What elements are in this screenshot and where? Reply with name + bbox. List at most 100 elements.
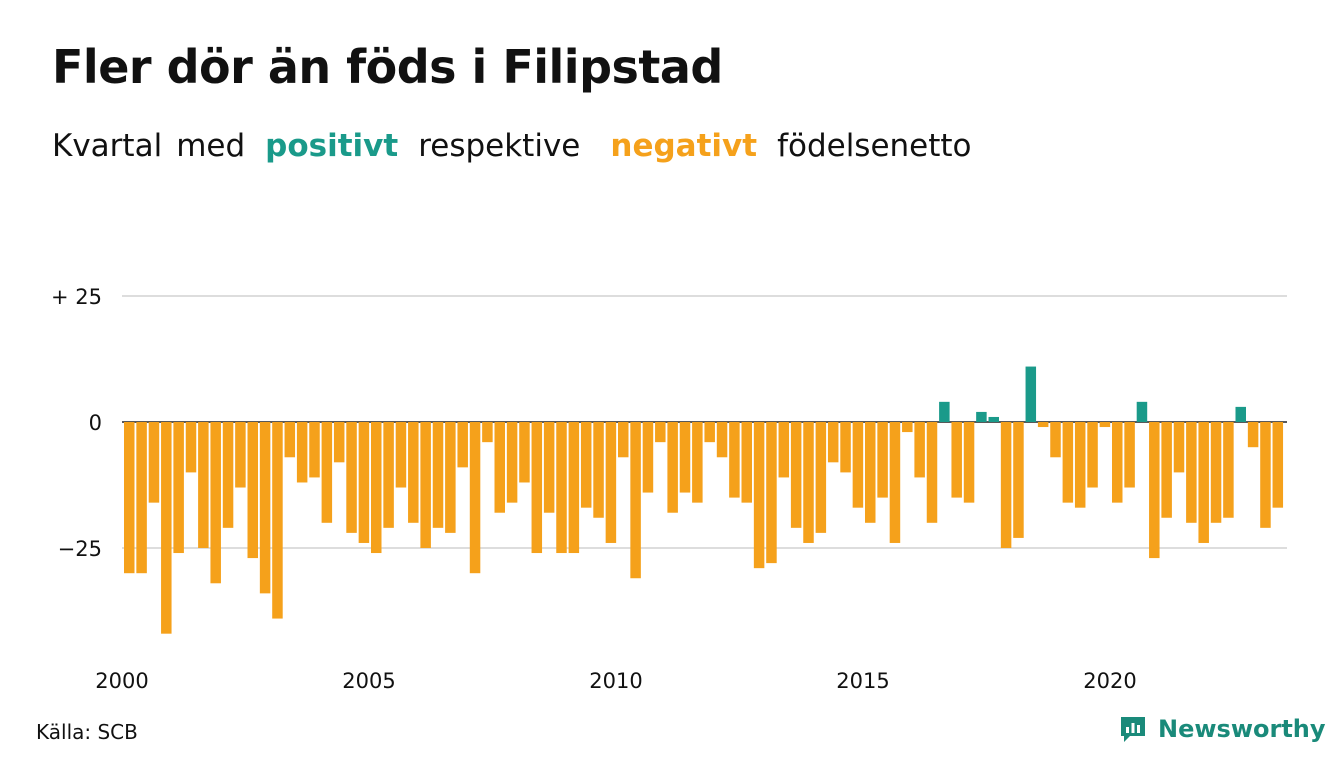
x-tick-label: 2005 xyxy=(342,669,395,693)
bar xyxy=(161,422,172,634)
bar xyxy=(259,422,271,594)
bar xyxy=(655,422,666,443)
bar xyxy=(1062,422,1074,503)
bar xyxy=(432,422,444,528)
bar xyxy=(618,422,629,458)
x-tick-label: 2010 xyxy=(589,669,642,693)
y-tick-label: 0 xyxy=(89,411,102,435)
bar xyxy=(543,422,555,513)
bar xyxy=(222,422,234,528)
bar xyxy=(1272,422,1284,508)
bar xyxy=(852,422,864,508)
source-note: Källa: SCB xyxy=(36,720,138,744)
bar xyxy=(482,422,493,443)
bar xyxy=(235,422,246,488)
bar xyxy=(667,422,678,513)
x-tick-label: 2020 xyxy=(1083,669,1136,693)
bar xyxy=(729,422,740,498)
bar xyxy=(1112,422,1123,503)
bar xyxy=(124,422,135,574)
bar xyxy=(148,422,160,503)
bar xyxy=(371,422,382,554)
bar xyxy=(1149,422,1160,559)
bar xyxy=(1186,422,1197,523)
subtitle-positive-label: positivt xyxy=(265,128,399,164)
subtitle-word-kvartal: Kvartal xyxy=(52,128,163,164)
bar xyxy=(803,422,814,543)
bar xyxy=(296,422,308,483)
bar xyxy=(284,422,296,458)
bar xyxy=(173,422,184,554)
bar xyxy=(976,411,987,422)
newsworthy-brand: Newsworthy xyxy=(1118,714,1326,744)
bar xyxy=(1247,422,1259,448)
subtitle-word-med: med xyxy=(176,128,246,164)
bar xyxy=(1260,422,1271,528)
bar xyxy=(865,422,876,523)
bar xyxy=(333,422,345,463)
bar xyxy=(1136,401,1148,422)
bar xyxy=(988,416,999,422)
bar xyxy=(951,422,962,498)
bar xyxy=(1087,422,1098,488)
bar xyxy=(420,422,431,548)
newsworthy-chart-bubble-icon xyxy=(1118,714,1148,744)
chart-subtitle: Kvartal med positivt respektive negativt föde… xyxy=(52,128,986,164)
y-tick-label: + 25 xyxy=(51,285,102,309)
bar xyxy=(556,422,567,554)
bar xyxy=(136,422,147,574)
bar xyxy=(877,422,888,498)
bar xyxy=(506,422,518,503)
subtitle-word-fodelsenetto: födelsenetto xyxy=(777,128,972,164)
bar xyxy=(593,422,604,518)
bar xyxy=(383,422,394,528)
bar xyxy=(605,422,617,543)
bar xyxy=(679,422,691,493)
bar xyxy=(321,422,333,523)
bar xyxy=(346,422,357,533)
axis-labels: + 25 0 −25 2000 2005 2010 2015 2020 xyxy=(51,285,1137,693)
bar xyxy=(827,422,839,463)
bar xyxy=(630,422,641,579)
bar xyxy=(902,422,913,433)
bar xyxy=(568,422,580,554)
subtitle-negative-label: negativt xyxy=(610,128,758,164)
bar xyxy=(408,422,419,523)
bar xyxy=(1198,422,1209,543)
bar xyxy=(1000,422,1012,548)
bar xyxy=(790,422,802,528)
bar xyxy=(1124,422,1135,488)
bar xyxy=(185,422,197,473)
y-tick-label: −25 xyxy=(58,537,102,561)
bar xyxy=(939,401,950,422)
bar xyxy=(1037,422,1049,428)
bar xyxy=(531,422,543,554)
bar xyxy=(1161,422,1172,518)
bar xyxy=(1235,406,1246,422)
bar xyxy=(914,422,925,478)
bar xyxy=(519,422,530,483)
bar xyxy=(469,422,481,574)
bar xyxy=(716,422,728,458)
bar xyxy=(741,422,752,503)
bar xyxy=(580,422,592,508)
bar xyxy=(1050,422,1061,458)
subtitle-word-respektive: respektive xyxy=(418,128,581,164)
bar xyxy=(210,422,221,584)
bar xyxy=(309,422,320,478)
bar xyxy=(445,422,456,533)
bar xyxy=(1025,366,1037,422)
bar xyxy=(457,422,468,468)
brand-name: Newsworthy xyxy=(1158,715,1326,743)
x-tick-label: 2000 xyxy=(95,669,148,693)
bar xyxy=(1173,422,1185,473)
bar xyxy=(198,422,209,548)
bar xyxy=(1074,422,1086,508)
bar xyxy=(926,422,938,523)
x-tick-label: 2015 xyxy=(836,669,889,693)
bar xyxy=(1210,422,1222,523)
bar xyxy=(642,422,654,493)
bar xyxy=(766,422,777,564)
bar xyxy=(1099,422,1111,428)
